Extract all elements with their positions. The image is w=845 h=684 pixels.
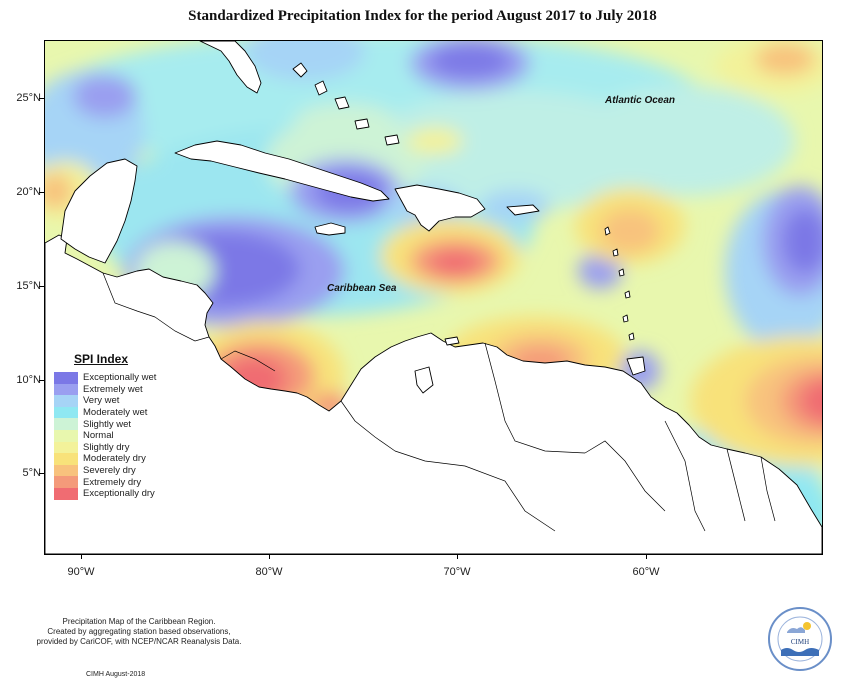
legend-swatch [54, 464, 78, 477]
legend-entry: Exceptionally dry [54, 487, 174, 500]
legend-title: SPI Index [74, 352, 129, 366]
legend-swatch [54, 372, 78, 384]
legend-entry: Very wet [54, 395, 174, 407]
legend-swatch [54, 395, 78, 407]
lon-tick-mark [81, 554, 82, 559]
legend-swatch [54, 418, 78, 430]
legend-entry: Moderately dry [54, 453, 174, 465]
lon-tick-80: 80°W [255, 566, 283, 578]
lat-tick-mark [39, 473, 44, 474]
spi-legend: SPI Index Exceptionally wet Extremely wet… [54, 352, 174, 500]
lon-tick-70: 70°W [443, 566, 471, 578]
lat-tick-5: 5°N [22, 467, 41, 479]
footer-line-2: Created by aggregating station based obs… [47, 627, 231, 636]
spi-map: Atlantic Ocean Caribbean Sea [44, 40, 823, 555]
legend-entry: Extremely wet [54, 383, 174, 396]
country-borders [102, 272, 776, 532]
legend-rows: Exceptionally wet Extremely wet Very wet Mo… [54, 372, 174, 500]
footer-credit: CIMH August-2018 [86, 671, 146, 678]
legend-entry: Extremely dry [54, 476, 174, 488]
map-footer: Precipitation Map of the Caribbean Regio… [14, 617, 264, 647]
land-masses [45, 41, 822, 554]
legend-swatch [54, 383, 78, 396]
legend-entry: Severely dry [54, 464, 174, 477]
lon-tick-mark [457, 554, 458, 559]
lat-tick-mark [39, 380, 44, 381]
legend-label: Exceptionally dry [83, 488, 155, 500]
legend-swatch [54, 441, 78, 454]
legend-label: Slightly wet [83, 418, 132, 430]
legend-label: Moderately wet [83, 407, 148, 419]
legend-label: Exceptionally wet [83, 372, 157, 384]
precipitation-field [45, 41, 822, 551]
lat-tick-15: 15°N [16, 280, 41, 292]
legend-label: Slightly dry [83, 441, 130, 453]
legend-label: Extremely dry [83, 476, 142, 488]
lat-tick-10: 10°N [16, 374, 41, 386]
legend-swatch [54, 487, 78, 500]
footer-line-3: provided by CariCOF, with NCEP/NCAR Rean… [36, 637, 242, 646]
cimh-logo-icon: CIMH [767, 606, 833, 672]
lat-tick-mark [39, 192, 44, 193]
legend-label: Very wet [83, 395, 120, 407]
legend-label: Moderately dry [83, 453, 146, 465]
legend-label: Extremely wet [83, 383, 143, 395]
lat-tick-20: 20°N [16, 186, 41, 198]
lon-tick-mark [269, 554, 270, 559]
legend-swatch [54, 429, 78, 442]
footer-line-1: Precipitation Map of the Caribbean Regio… [62, 617, 216, 626]
legend-entry: Exceptionally wet [54, 372, 174, 384]
legend-swatch [54, 476, 78, 488]
legend-entry: Slightly dry [54, 441, 174, 454]
legend-swatch [54, 453, 78, 465]
caribbean-sea-label: Caribbean Sea [327, 283, 397, 294]
lat-tick-mark [39, 286, 44, 287]
lon-tick-60: 60°W [632, 566, 660, 578]
legend-entry: Slightly wet [54, 418, 174, 430]
map-title: Standardized Precipitation Index for the… [188, 8, 657, 24]
spi-map-canvas: Atlantic Ocean Caribbean Sea [45, 41, 822, 554]
lat-tick-25: 25°N [16, 92, 41, 104]
logo-text: CIMH [791, 638, 809, 646]
legend-swatch [54, 406, 78, 419]
lon-tick-90: 90°W [67, 566, 95, 578]
atlantic-ocean-label: Atlantic Ocean [604, 95, 675, 106]
legend-label: Severely dry [83, 465, 136, 477]
legend-label: Normal [83, 430, 114, 442]
legend-entry: Moderately wet [54, 406, 174, 419]
legend-entry: Normal [54, 429, 174, 442]
lat-tick-mark [39, 98, 44, 99]
lon-tick-mark [646, 554, 647, 559]
